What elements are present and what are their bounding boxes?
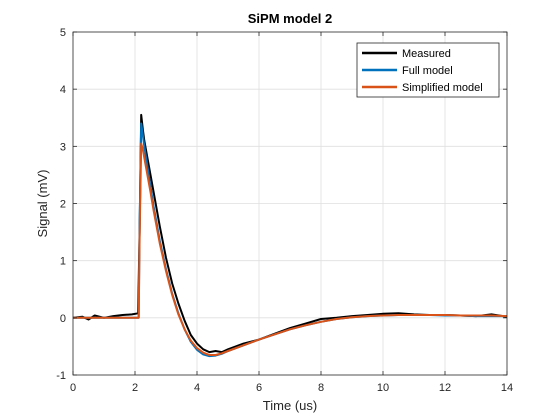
y-axis-label: Signal (mV) xyxy=(35,170,50,238)
series-layer xyxy=(72,113,508,358)
y-tick-label: 0 xyxy=(60,313,66,325)
x-tick-label: 12 xyxy=(439,382,451,394)
series-line-measured xyxy=(72,113,508,354)
y-tick-label: 2 xyxy=(60,199,66,211)
y-tick-label: 4 xyxy=(60,84,66,96)
legend-label-simplified-model: Simplified model xyxy=(402,82,483,94)
x-tick-label: 4 xyxy=(194,382,200,394)
chart-title: SiPM model 2 xyxy=(248,11,333,26)
legend-label-measured: Measured xyxy=(402,48,451,60)
y-tick-label: -1 xyxy=(56,370,66,382)
x-tick-label: 6 xyxy=(256,382,262,394)
x-tick-label: 10 xyxy=(377,382,389,394)
x-tick-label: 8 xyxy=(318,382,324,394)
y-tick-label: 5 xyxy=(60,27,66,39)
legend: Measured Full model Simplified model xyxy=(356,42,500,98)
legend-label-full-model: Full model xyxy=(402,65,453,77)
y-tick-label: 1 xyxy=(60,256,66,268)
x-tick-label: 0 xyxy=(70,382,76,394)
y-tick-label: 3 xyxy=(60,141,66,153)
series-line-simplified-model xyxy=(73,142,508,356)
x-tick-label: 2 xyxy=(132,382,138,394)
x-axis-label: Time (us) xyxy=(263,398,317,413)
x-tick-label: 14 xyxy=(501,382,513,394)
